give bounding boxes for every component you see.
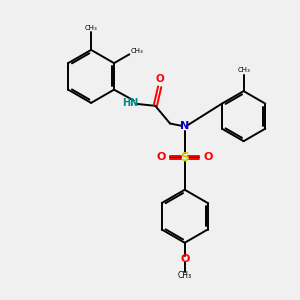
Text: N: N bbox=[180, 122, 189, 131]
Text: CH₃: CH₃ bbox=[178, 271, 192, 280]
Text: CH₃: CH₃ bbox=[85, 25, 98, 31]
Text: CH₃: CH₃ bbox=[237, 68, 250, 74]
Text: O: O bbox=[156, 152, 166, 162]
Text: O: O bbox=[204, 152, 213, 162]
Text: CH₃: CH₃ bbox=[131, 48, 144, 54]
Text: HN: HN bbox=[122, 98, 138, 108]
Text: O: O bbox=[155, 74, 164, 84]
Text: S: S bbox=[180, 151, 189, 164]
Text: O: O bbox=[180, 254, 189, 264]
